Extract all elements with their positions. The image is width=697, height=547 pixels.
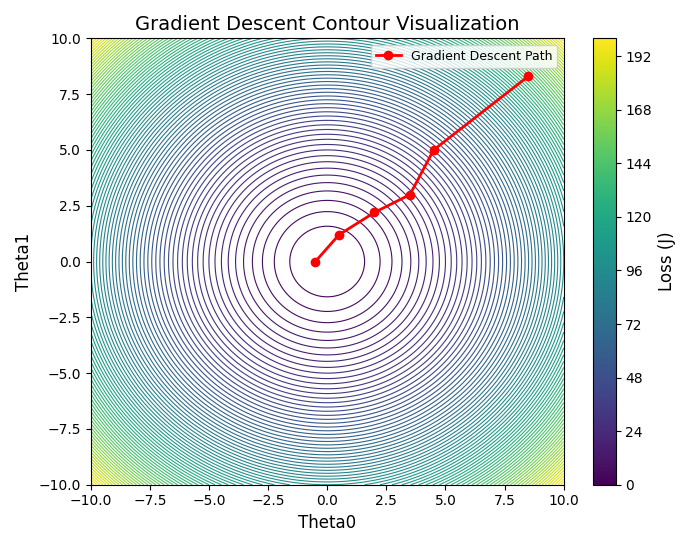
Gradient Descent Path xyxy=(524,73,533,79)
Y-axis label: Loss (J): Loss (J) xyxy=(657,232,675,292)
Legend: Gradient Descent Path: Gradient Descent Path xyxy=(371,45,558,68)
X-axis label: Theta0: Theta0 xyxy=(298,514,356,532)
Gradient Descent Path xyxy=(429,147,438,153)
Gradient Descent Path xyxy=(335,231,343,238)
Gradient Descent Path xyxy=(406,191,414,198)
Line: Gradient Descent Path: Gradient Descent Path xyxy=(311,72,533,266)
Gradient Descent Path xyxy=(311,258,319,265)
Title: Gradient Descent Contour Visualization: Gradient Descent Contour Visualization xyxy=(135,15,519,34)
Y-axis label: Theta1: Theta1 xyxy=(15,232,33,290)
Gradient Descent Path xyxy=(370,209,378,216)
